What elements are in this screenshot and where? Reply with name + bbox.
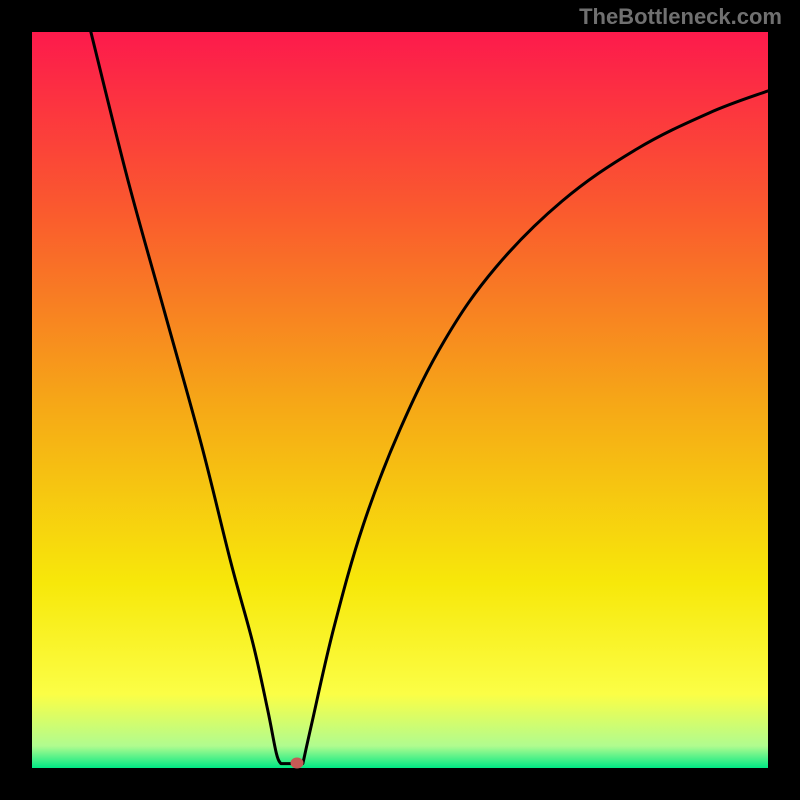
- watermark-text: TheBottleneck.com: [579, 4, 782, 30]
- chart-plot-area: [32, 32, 768, 768]
- curve-path: [91, 32, 768, 764]
- bottleneck-curve: [32, 32, 768, 768]
- optimum-marker: [290, 757, 303, 768]
